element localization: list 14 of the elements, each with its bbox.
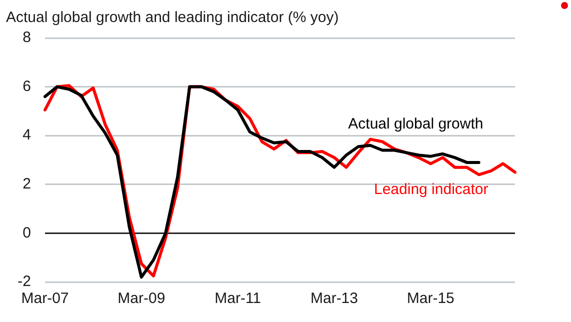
x-tick-label: Mar-09 xyxy=(118,290,166,308)
x-tick-label: Mar-11 xyxy=(214,290,262,308)
y-tick-label: 0 xyxy=(22,224,31,242)
chart-title: Actual global growth and leading indicator (% yoy) xyxy=(6,9,339,26)
x-tick-label: Mar-13 xyxy=(310,290,358,308)
y-tick-label: 4 xyxy=(22,126,31,144)
y-tick-label: 2 xyxy=(22,176,31,193)
series-label: Actual global growth xyxy=(348,115,484,132)
y-tick-label: 6 xyxy=(22,78,31,95)
x-tick-label: Mar-07 xyxy=(21,290,69,308)
y-tick-label: 8 xyxy=(22,29,31,46)
x-tick-label: Mar-15 xyxy=(406,290,454,308)
series-label: Leading indicator xyxy=(374,181,488,198)
y-tick-label: -2 xyxy=(18,273,31,290)
